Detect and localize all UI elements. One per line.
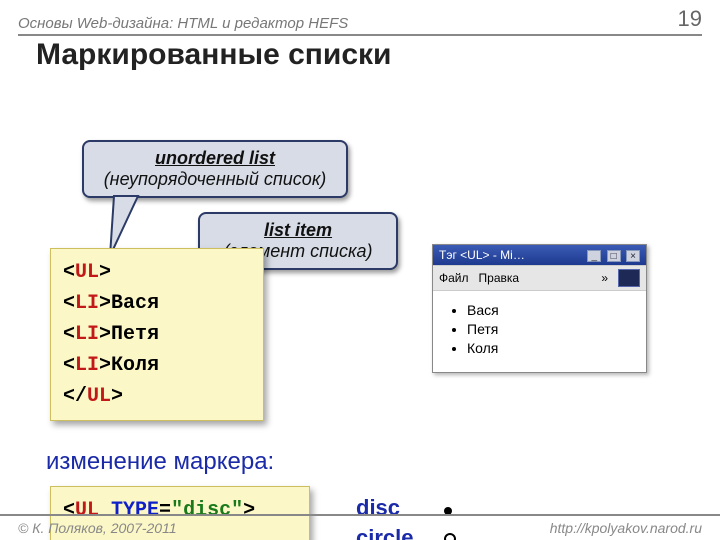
menu-file[interactable]: Файл xyxy=(439,271,469,285)
list-item: Коля xyxy=(467,339,634,358)
footer-url: http://kpolyakov.narod.ru xyxy=(550,520,702,536)
callout-term: list item xyxy=(214,220,382,241)
browser-logo-icon xyxy=(618,269,640,287)
subheading: изменение маркера: xyxy=(46,448,274,476)
slide-footer: © К. Поляков, 2007-2011 http://kpolyakov… xyxy=(0,514,720,540)
list-item: Петя xyxy=(467,320,634,339)
list-item: Вася xyxy=(467,301,634,320)
code-example-ul: <UL> <LI>Вася <LI>Петя <LI>Коля </UL> xyxy=(50,248,264,421)
preview-list: ВасяПетяКоля xyxy=(445,301,634,358)
window-buttons: _ □ × xyxy=(585,248,640,262)
breadcrumb: Основы Web-дизайна: HTML и редактор HEFS xyxy=(18,15,348,32)
browser-menubar: Файл Правка » xyxy=(433,265,646,291)
page-title: Маркированные списки xyxy=(0,38,720,76)
page-number: 19 xyxy=(678,6,702,32)
callout-term: unordered list xyxy=(98,148,332,169)
slide-header: Основы Web-дизайна: HTML и редактор HEFS… xyxy=(0,0,720,34)
browser-preview: Тэг <UL> - Mi… _ □ × Файл Правка » ВасяП… xyxy=(432,244,647,373)
copyright: © К. Поляков, 2007-2011 xyxy=(18,520,177,536)
menu-edit[interactable]: Правка xyxy=(479,271,520,285)
callout-translation: (неупорядоченный список) xyxy=(98,169,332,190)
browser-titlebar: Тэг <UL> - Mi… _ □ × xyxy=(433,245,646,265)
minimize-icon[interactable]: _ xyxy=(587,250,601,262)
divider xyxy=(18,34,702,36)
browser-page: ВасяПетяКоля xyxy=(433,291,646,372)
chevron-icon[interactable]: » xyxy=(601,271,608,285)
content: unordered list (неупорядоченный список) … xyxy=(0,76,720,486)
browser-title: Тэг <UL> - Mi… xyxy=(439,248,525,262)
close-icon[interactable]: × xyxy=(626,250,640,262)
callout-unordered-list: unordered list (неупорядоченный список) xyxy=(82,140,348,198)
maximize-icon[interactable]: □ xyxy=(607,250,621,262)
